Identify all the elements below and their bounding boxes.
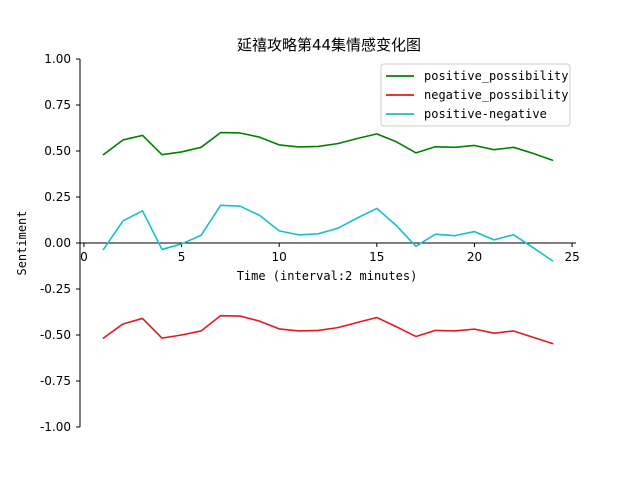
chart-title: 延禧攻略第44集情感变化图 <box>237 36 421 54</box>
x-tick-label: 0 <box>80 250 88 264</box>
legend: positive_possibility negative_possibility… <box>380 63 571 127</box>
y-axis-label: Sentiment <box>15 210 29 275</box>
y-ticks: 1.00 0.75 0.50 0.25 0.00 -0.25 -0.50 -0.75 -1.00 <box>40 52 80 434</box>
legend-frame <box>380 63 571 127</box>
y-tick-label: 0.50 <box>44 144 71 158</box>
y-tick-label: 1.00 <box>44 52 71 66</box>
series-line-3 <box>102 204 554 262</box>
y-tick-label: -0.50 <box>40 328 71 342</box>
y-tick-label: -0.25 <box>40 282 71 296</box>
y-tick-label: 0.00 <box>44 236 71 250</box>
x-tick-label: 25 <box>564 250 579 264</box>
x-ticks: 0 5 10 15 20 25 <box>80 243 580 264</box>
series-lines <box>102 131 554 345</box>
series-line-2 <box>102 314 554 345</box>
y-tick-label: -0.75 <box>40 374 71 388</box>
y-tick-label: 0.25 <box>44 190 71 204</box>
y-tick-label: 0.75 <box>44 98 71 112</box>
x-tick-label: 20 <box>467 250 482 264</box>
legend-label: negative_possibility <box>424 88 569 102</box>
series-line-1 <box>102 131 554 161</box>
x-tick-label: 10 <box>272 250 287 264</box>
x-tick-label: 15 <box>369 250 384 264</box>
legend-label: positive_possibility <box>424 69 569 83</box>
x-axis-label: Time (interval:2 minutes) <box>237 269 418 283</box>
y-tick-label: -1.00 <box>40 420 71 434</box>
legend-label: positive-negative <box>424 107 547 121</box>
x-tick-label: 5 <box>178 250 186 264</box>
